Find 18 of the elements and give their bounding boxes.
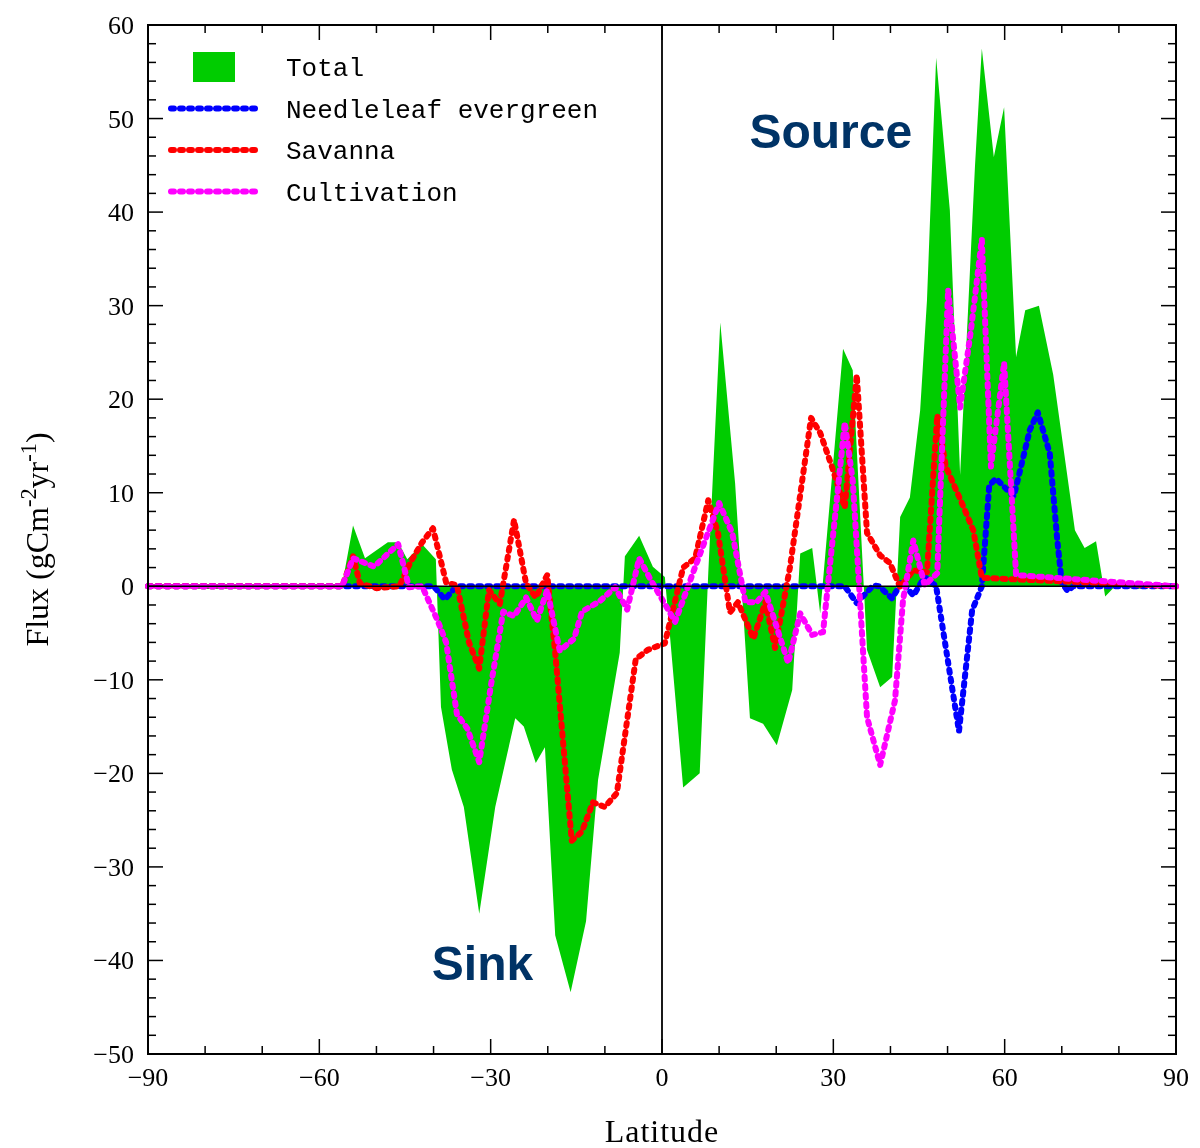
y-tick-label: 40	[108, 198, 134, 228]
x-tick-label: −30	[470, 1063, 511, 1092]
y-tick-label: −10	[93, 665, 134, 695]
x-tick-label: 0	[655, 1063, 669, 1092]
y-tick-label: 30	[108, 291, 134, 321]
x-tick-label: 60	[991, 1063, 1018, 1092]
y-tick-label: 10	[108, 478, 134, 508]
y-tick-label: 20	[108, 385, 134, 415]
y-tick-label: −20	[93, 759, 134, 789]
x-axis-title: Latitude	[604, 1113, 720, 1148]
x-tick-label: 90	[1163, 1063, 1189, 1092]
y-tick-label: 0	[121, 572, 134, 602]
x-tick-label: 30	[820, 1063, 847, 1092]
y-tick-label: 50	[108, 104, 134, 134]
x-tick-label: −60	[299, 1063, 340, 1092]
y-tick-label: −30	[93, 852, 134, 882]
y-tick-label: 60	[108, 11, 134, 40]
y-tick-label: −40	[93, 946, 134, 976]
